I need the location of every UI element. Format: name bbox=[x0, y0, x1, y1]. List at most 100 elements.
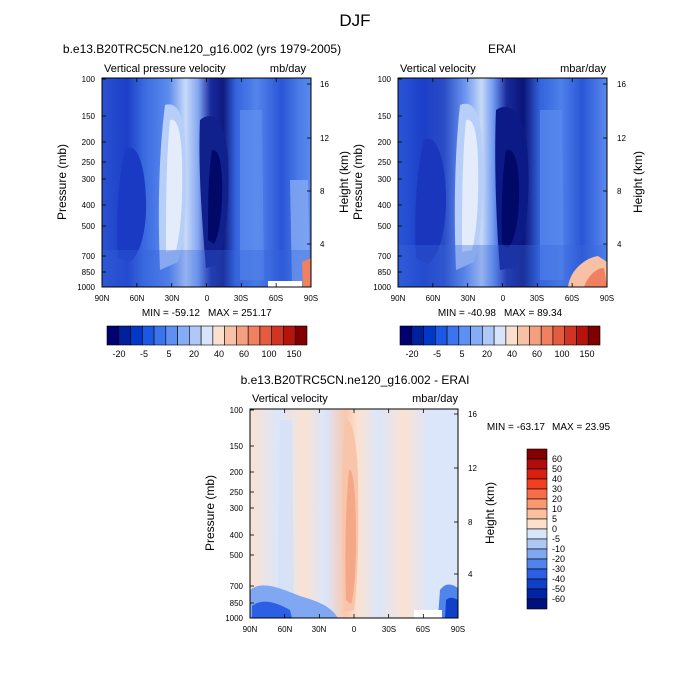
x-tick-label: 60N bbox=[130, 294, 145, 303]
x-tick-label: 30S bbox=[234, 294, 248, 303]
colorbar-box bbox=[458, 325, 471, 346]
y-tick-label: 250 bbox=[378, 158, 392, 167]
y-tick-label: 150 bbox=[230, 442, 244, 451]
y-tick-label: 100 bbox=[378, 75, 392, 84]
colorbar-box bbox=[153, 325, 167, 346]
colorbar-box bbox=[526, 588, 548, 600]
colorbar-box bbox=[224, 325, 237, 346]
colorbar-label: 40 bbox=[552, 474, 562, 484]
panel-diff-y2axis: 16 12 8 4 bbox=[468, 410, 477, 579]
panel-obs-colorbar bbox=[399, 325, 601, 346]
colorbar-label: -20 bbox=[112, 349, 125, 359]
panel-model-min: MIN = -59.12 bbox=[142, 308, 201, 319]
colorbar-label: 150 bbox=[286, 349, 301, 359]
colorbar-box bbox=[552, 325, 566, 346]
colorbar-label: -5 bbox=[552, 534, 560, 544]
colorbar-box bbox=[106, 325, 120, 346]
colorbar-box bbox=[526, 498, 548, 510]
colorbar-label: -40 bbox=[552, 574, 565, 584]
y-tick-label: 150 bbox=[82, 112, 96, 121]
panel-model-title: b.e13.B20TRC5CN.ne120_g16.002 (yrs 1979-… bbox=[63, 42, 341, 56]
colorbar-box bbox=[526, 598, 548, 610]
colorbar-box bbox=[399, 325, 413, 346]
panel-model-yaxis: 100 150 200 250 300 400 500 700 850 1000 bbox=[77, 75, 95, 292]
colorbar-label: 5 bbox=[459, 349, 464, 359]
colorbar-box bbox=[130, 325, 143, 346]
colorbar-box bbox=[526, 468, 548, 480]
colorbar-box bbox=[247, 325, 261, 346]
colorbar-label: -10 bbox=[552, 544, 565, 554]
panel-diff-field bbox=[250, 409, 458, 618]
panel-diff-ylabel: Pressure (mb) bbox=[203, 475, 217, 551]
colorbar-label: 40 bbox=[507, 349, 517, 359]
panel-obs-colorbar-labels: -20 -5 5 20 40 60 100 150 bbox=[405, 349, 594, 359]
panel-diff-max: MAX = 23.95 bbox=[552, 422, 611, 433]
panel-model-left-string: Vertical pressure velocity bbox=[104, 63, 226, 75]
y-tick-label: 250 bbox=[82, 158, 96, 167]
panel-diff-right-string: mbar/day bbox=[412, 393, 458, 405]
panel-diff-min: MIN = -63.17 bbox=[487, 422, 546, 433]
colorbar-label: 50 bbox=[552, 464, 562, 474]
colorbar-label: 40 bbox=[214, 349, 224, 359]
panel-model-colorbar-labels: -20 -5 5 20 40 60 100 150 bbox=[112, 349, 301, 359]
y2-tick-label: 12 bbox=[320, 134, 329, 143]
y-tick-label: 100 bbox=[230, 406, 244, 415]
colorbar-box bbox=[526, 518, 548, 530]
x-tick-label: 90N bbox=[95, 294, 110, 303]
colorbar-box bbox=[526, 488, 548, 500]
colorbar-box bbox=[482, 325, 495, 346]
panel-diff-colorbar-labels: 60 50 40 30 20 10 5 0 -5 -10 -20 -30 -40… bbox=[552, 454, 565, 604]
panel-model-colorbar bbox=[106, 325, 308, 346]
y-tick-label: 400 bbox=[230, 531, 244, 540]
y2-tick-label: 16 bbox=[468, 410, 477, 419]
y-tick-label: 1000 bbox=[225, 614, 243, 623]
x-tick-label: 90S bbox=[304, 294, 318, 303]
y-tick-label: 200 bbox=[230, 468, 244, 477]
figure-title: DJF bbox=[339, 11, 370, 30]
y-tick-label: 1000 bbox=[373, 283, 391, 292]
colorbar-box bbox=[517, 325, 530, 346]
panel-model-field bbox=[102, 78, 311, 287]
colorbar-box bbox=[576, 325, 589, 346]
y-tick-label: 850 bbox=[378, 268, 392, 277]
x-tick-label: 90N bbox=[391, 294, 406, 303]
panel-model-max: MAX = 251.17 bbox=[208, 308, 272, 319]
colorbar-box bbox=[505, 325, 518, 346]
colorbar-label: 20 bbox=[482, 349, 492, 359]
colorbar-label: 100 bbox=[261, 349, 276, 359]
colorbar-box bbox=[526, 538, 548, 550]
y-tick-label: 700 bbox=[82, 252, 96, 261]
colorbar-box bbox=[526, 478, 548, 490]
x-tick-label: 30N bbox=[165, 294, 180, 303]
colorbar-box bbox=[564, 325, 577, 346]
x-tick-label: 90N bbox=[243, 625, 258, 634]
colorbar-box bbox=[200, 325, 214, 346]
y-tick-label: 400 bbox=[82, 201, 96, 210]
colorbar-box bbox=[118, 325, 131, 346]
panel-model-ylabel: Pressure (mb) bbox=[55, 144, 69, 220]
colorbar-box bbox=[141, 325, 155, 346]
y-tick-label: 200 bbox=[378, 138, 392, 147]
panel-model: b.e13.B20TRC5CN.ne120_g16.002 (yrs 1979-… bbox=[55, 42, 351, 359]
x-tick-label: 30S bbox=[382, 625, 396, 634]
y2-tick-label: 12 bbox=[468, 464, 477, 473]
panel-obs-min: MIN = -40.98 bbox=[438, 308, 497, 319]
colorbar-box bbox=[587, 325, 601, 346]
y-tick-label: 500 bbox=[378, 222, 392, 231]
y-tick-label: 300 bbox=[378, 175, 392, 184]
colorbar-label: 5 bbox=[166, 349, 171, 359]
colorbar-box bbox=[446, 325, 460, 346]
colorbar-box bbox=[259, 325, 273, 346]
y2-tick-label: 16 bbox=[617, 80, 626, 89]
colorbar-box bbox=[411, 325, 424, 346]
y2-tick-label: 8 bbox=[320, 187, 325, 196]
y2-tick-label: 8 bbox=[617, 187, 622, 196]
y2-tick-label: 16 bbox=[320, 80, 329, 89]
y-tick-label: 700 bbox=[378, 252, 392, 261]
colorbar-label: 60 bbox=[239, 349, 249, 359]
panel-obs-ylabel: Pressure (mb) bbox=[351, 144, 365, 220]
colorbar-box bbox=[540, 325, 554, 346]
colorbar-label: -50 bbox=[552, 584, 565, 594]
colorbar-label: 60 bbox=[552, 454, 562, 464]
